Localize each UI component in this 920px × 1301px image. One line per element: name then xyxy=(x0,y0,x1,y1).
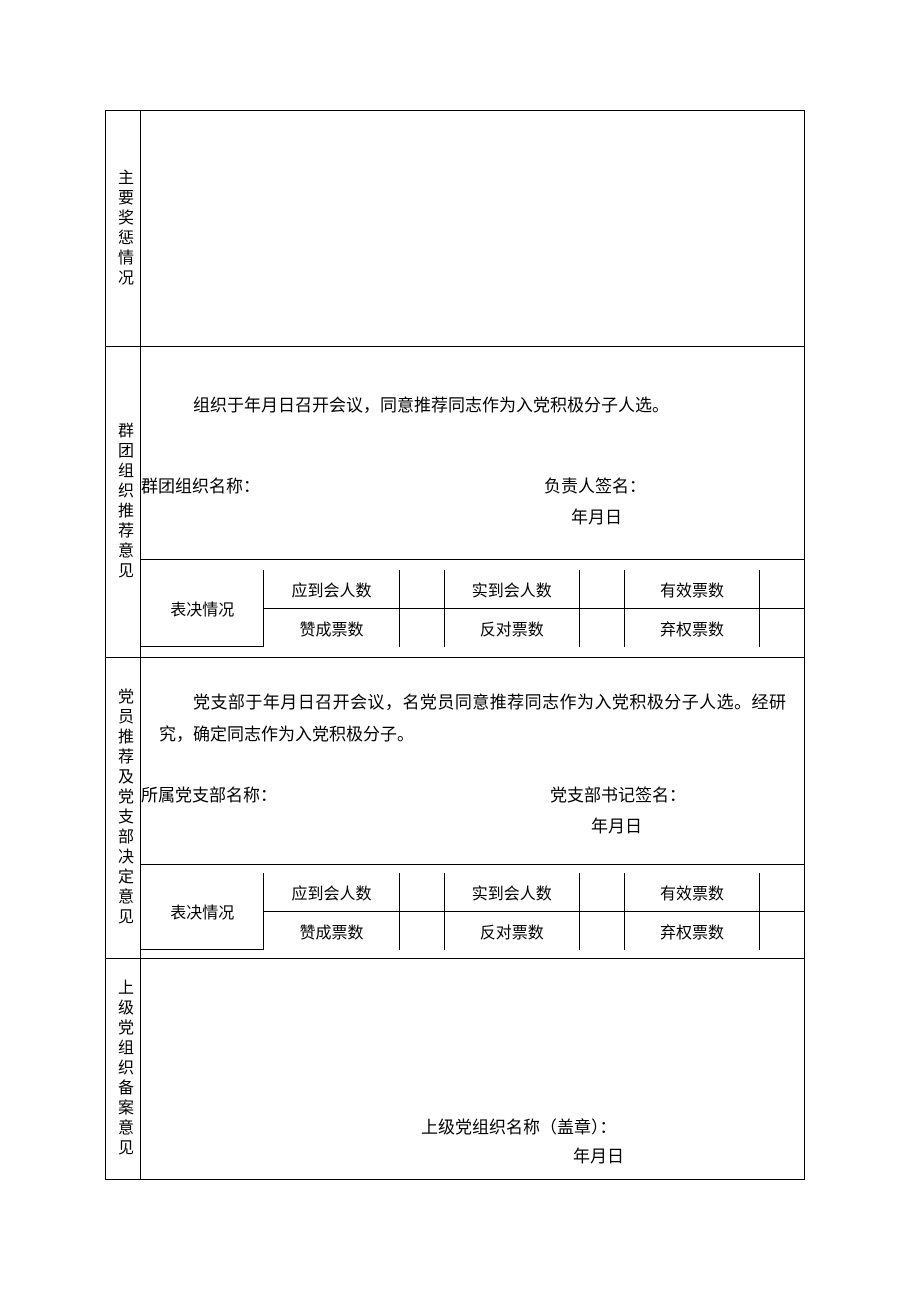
branch-date-label: 年月日 xyxy=(141,812,786,837)
vote-cell: 有效票数 xyxy=(624,873,759,912)
filing-date-label: 年月日 xyxy=(141,1142,804,1167)
vote-value xyxy=(399,608,444,647)
mass-org-date-label: 年月日 xyxy=(141,503,786,528)
mass-org-paragraph: 组织于年月日召开会议，同意推荐同志作为入党积极分子人选。 xyxy=(159,390,786,422)
branch-vote-table: 表决情况 应到会人数 实到会人数 有效票数 赞成票数 反对票数 弃权票数 xyxy=(141,873,804,951)
mass-org-signer-label: 负责人签名： xyxy=(544,472,786,497)
branch-signature: 所属党支部名称： 党支部书记签名： 年月日 xyxy=(141,777,804,847)
vote-value xyxy=(760,570,804,609)
section-label-branch: 党员推荐及党支部决定意见 xyxy=(106,658,141,959)
vote-cell: 弃权票数 xyxy=(624,911,759,950)
mass-org-vote: 表决情况 应到会人数 实到会人数 有效票数 赞成票数 反对票数 弃权票数 xyxy=(141,560,805,658)
mass-org-name-label: 群团组织名称： xyxy=(141,472,260,497)
filing-signature: 上级党组织名称（盖章）： 年月日 xyxy=(141,1113,804,1167)
filing-org-label: 上级党组织名称（盖章）： xyxy=(141,1113,804,1138)
vote-value xyxy=(579,608,624,647)
section-label-mass-org: 群团组织推荐意见 xyxy=(106,347,141,658)
recommendation-form-table: 主要奖惩情况 群团组织推荐意见 组织于年月日召开会议，同意推荐同志作为入党积极分… xyxy=(105,110,805,1180)
mass-org-signature: 群团组织名称： 负责人签名： 年月日 xyxy=(141,468,804,538)
branch-signer-label: 党支部书记签名： xyxy=(550,781,786,806)
vote-value xyxy=(399,873,444,912)
vote-title: 表决情况 xyxy=(141,570,264,647)
vote-cell: 赞成票数 xyxy=(264,608,399,647)
vote-value xyxy=(399,911,444,950)
branch-org-name-label: 所属党支部名称： xyxy=(141,781,277,806)
vote-value xyxy=(579,873,624,912)
vote-value xyxy=(399,570,444,609)
mass-org-content: 组织于年月日召开会议，同意推荐同志作为入党积极分子人选。 群团组织名称： 负责人… xyxy=(141,347,805,560)
vote-cell: 赞成票数 xyxy=(264,911,399,950)
vote-cell: 应到会人数 xyxy=(264,873,399,912)
branch-vote: 表决情况 应到会人数 实到会人数 有效票数 赞成票数 反对票数 弃权票数 xyxy=(141,865,805,959)
branch-content: 党支部于年月日召开会议，名党员同意推荐同志作为入党积极分子人选。经研究，确定同志… xyxy=(141,658,805,865)
vote-cell: 实到会人数 xyxy=(444,570,579,609)
vote-value xyxy=(579,570,624,609)
branch-paragraph: 党支部于年月日召开会议，名党员同意推荐同志作为入党积极分子人选。经研究，确定同志… xyxy=(159,687,786,752)
section-label-awards: 主要奖惩情况 xyxy=(106,111,141,347)
awards-content xyxy=(141,111,805,347)
vote-value xyxy=(579,911,624,950)
mass-org-paragraph-area: 组织于年月日召开会议，同意推荐同志作为入党积极分子人选。 xyxy=(141,368,804,438)
branch-paragraph-area: 党支部于年月日召开会议，名党员同意推荐同志作为入党积极分子人选。经研究，确定同志… xyxy=(141,675,804,760)
vote-value xyxy=(760,608,804,647)
label-text: 党员推荐及党支部决定意见 xyxy=(115,688,132,928)
filing-content: 上级党组织名称（盖章）： 年月日 xyxy=(141,959,805,1180)
section-label-filing: 上级党组织备案意见 xyxy=(106,959,141,1180)
vote-cell: 实到会人数 xyxy=(444,873,579,912)
vote-value xyxy=(760,911,804,950)
vote-cell: 反对票数 xyxy=(444,911,579,950)
label-text: 群团组织推荐意见 xyxy=(115,422,132,582)
vote-cell: 应到会人数 xyxy=(264,570,399,609)
vote-cell: 弃权票数 xyxy=(624,608,759,647)
vote-cell: 有效票数 xyxy=(624,570,759,609)
vote-cell: 反对票数 xyxy=(444,608,579,647)
vote-value xyxy=(760,873,804,912)
label-text: 上级党组织备案意见 xyxy=(115,979,132,1159)
mass-org-vote-table: 表决情况 应到会人数 实到会人数 有效票数 赞成票数 反对票数 弃权票数 xyxy=(141,570,804,648)
label-text: 主要奖惩情况 xyxy=(115,169,132,289)
vote-title: 表决情况 xyxy=(141,873,264,950)
